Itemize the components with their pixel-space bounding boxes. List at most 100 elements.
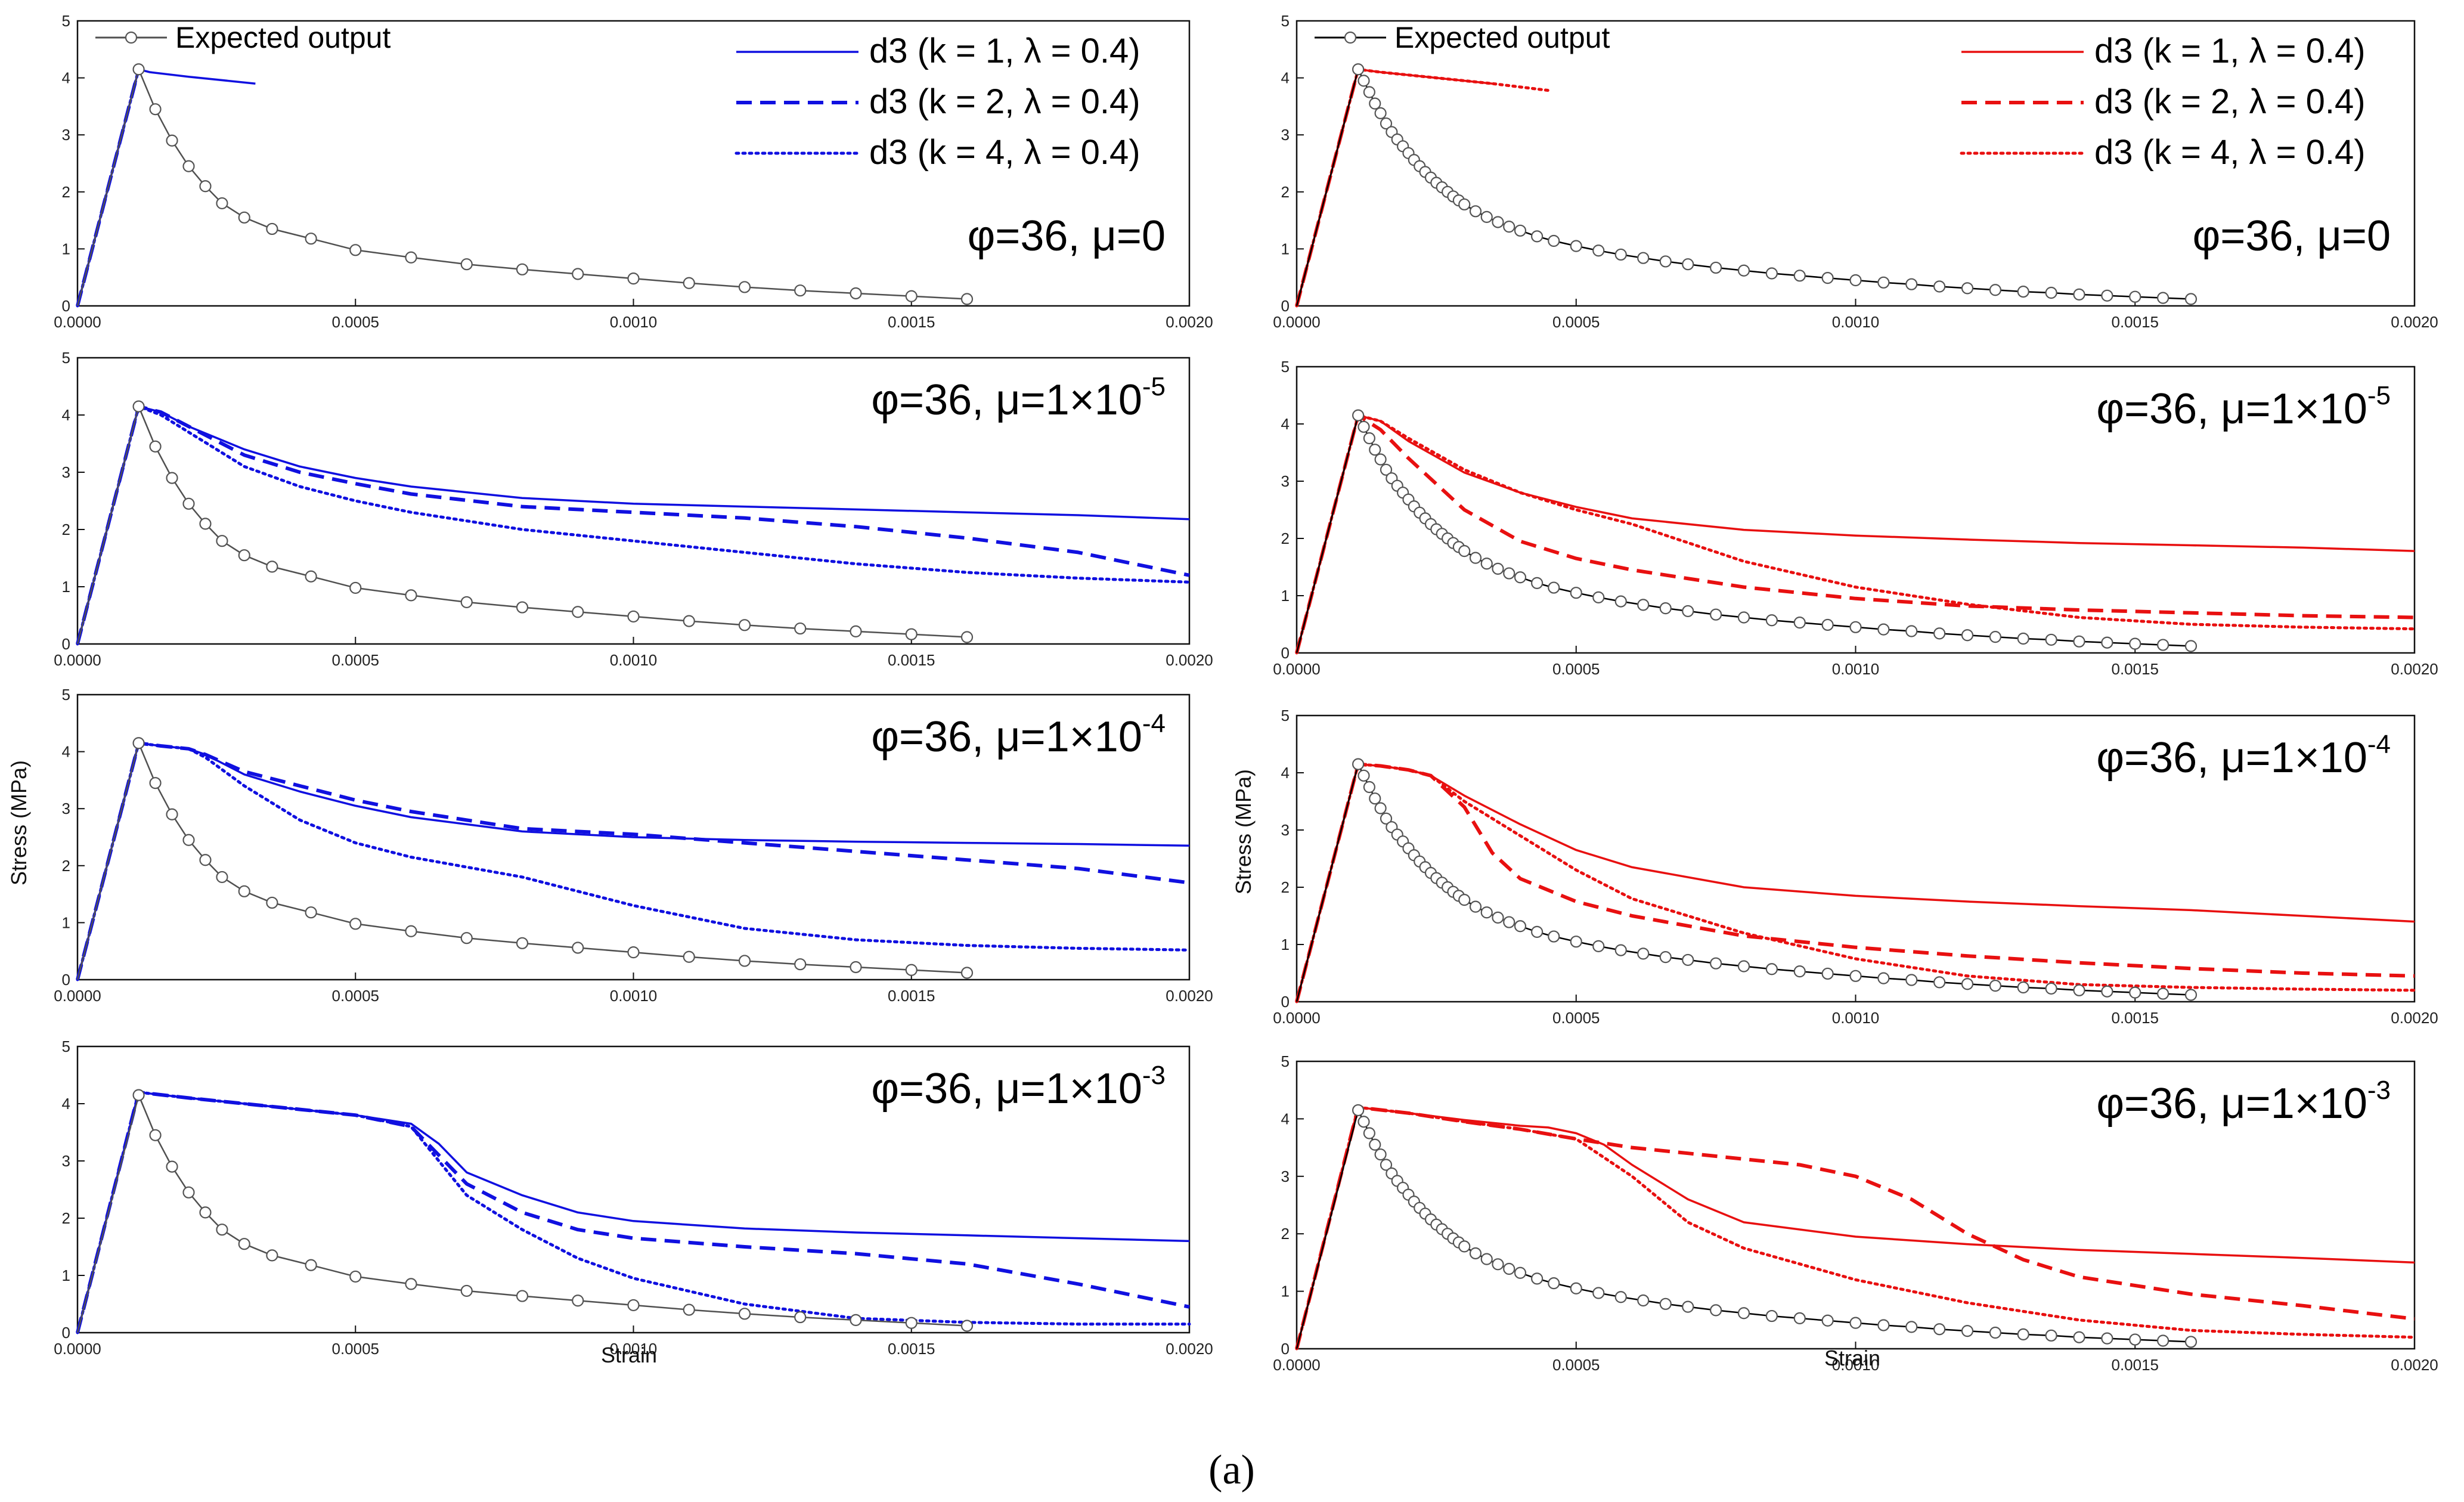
expected-output-marker <box>349 1270 362 1283</box>
x-tick-label: 0.0015 <box>2111 1356 2159 1374</box>
expected-output-marker <box>2129 1333 2141 1346</box>
expected-output-marker <box>2045 286 2057 299</box>
y-tick-label: 2 <box>62 521 70 538</box>
expected-output-marker <box>149 777 162 789</box>
expected-output-marker <box>1352 409 1365 422</box>
expected-output-marker <box>1710 957 1722 970</box>
y-tick-label: 2 <box>1281 183 1290 201</box>
y-tick-label: 5 <box>62 12 70 30</box>
expected-output-marker <box>166 472 178 484</box>
series-line-k4 <box>76 405 1191 646</box>
expected-output-marker <box>405 925 417 937</box>
expected-output-marker <box>1374 107 1387 119</box>
expected-output-marker <box>1548 234 1560 247</box>
expected-output-marker <box>1531 925 1544 938</box>
expected-output-marker <box>1531 230 1544 243</box>
expected-output-marker <box>132 63 145 76</box>
expected-output-marker <box>1961 1325 1974 1337</box>
expected-output-marker <box>1363 432 1375 445</box>
expected-output-marker <box>1989 631 2001 643</box>
y-tick-label: 1 <box>1281 936 1290 953</box>
series-line-k2 <box>76 741 1190 980</box>
expected-output-marker <box>405 1278 417 1290</box>
expected-output-marker <box>349 918 362 930</box>
y-tick-label: 3 <box>1281 1167 1290 1185</box>
series-line-k4 <box>76 741 1191 981</box>
x-tick-label: 0.0015 <box>888 313 935 331</box>
y-tick-label: 1 <box>62 1266 70 1284</box>
expected-output-marker <box>1637 1294 1650 1307</box>
expected-output-marker <box>850 1314 862 1326</box>
expected-output-marker <box>1480 210 1493 223</box>
expected-output-marker <box>182 160 195 172</box>
y-tick-label: 3 <box>62 800 70 817</box>
y-tick-label: 2 <box>62 857 70 875</box>
expected-output-marker <box>2157 1334 2169 1347</box>
y-tick-label: 5 <box>1281 1052 1290 1070</box>
expected-output-marker <box>238 1238 250 1250</box>
expected-output-marker <box>738 1308 751 1320</box>
expected-output-marker <box>572 606 584 618</box>
expected-output-marker <box>1363 86 1375 98</box>
expected-output-marker <box>905 964 918 976</box>
expected-output-marker <box>238 549 250 562</box>
expected-output-marker <box>627 946 640 959</box>
expected-output-marker <box>1514 1266 1527 1279</box>
expected-output-marker <box>1492 562 1504 575</box>
expected-output-marker <box>1877 1319 1890 1331</box>
expected-output-marker <box>1933 280 1946 293</box>
expected-output-marker <box>516 263 529 275</box>
expected-output-marker <box>1821 272 1834 284</box>
expected-output-marker <box>1592 244 1605 257</box>
expected-output-marker <box>1737 611 1750 624</box>
x-tick-label: 0.0000 <box>54 313 101 331</box>
expected-output-marker <box>305 1259 317 1271</box>
y-tick-label: 4 <box>1281 415 1290 433</box>
expected-output-marker <box>149 1129 162 1141</box>
expected-output-marker <box>1737 1307 1750 1320</box>
expected-output-marker <box>1682 605 1694 618</box>
expected-output-line <box>76 741 968 980</box>
expected-output-marker <box>572 1294 584 1307</box>
expected-output-marker <box>166 1160 178 1173</box>
expected-output-marker <box>2017 981 2029 994</box>
x-tick-label: 0.0010 <box>1832 1356 1880 1374</box>
expected-output-marker <box>1614 1291 1627 1303</box>
legend-label-k1: d3 (k = 1, λ = 0.4) <box>869 32 1140 70</box>
expected-output-marker <box>627 272 640 285</box>
x-tick-label: 0.0015 <box>2111 660 2159 678</box>
legend-expected-label: Expected output <box>175 21 390 54</box>
expected-output-marker <box>216 1224 228 1236</box>
expected-output-marker <box>1469 205 1482 218</box>
expected-output-marker <box>1614 595 1627 608</box>
panel-annotation: φ=36, μ=0 <box>2193 212 2391 260</box>
expected-output-marker <box>1369 444 1381 456</box>
expected-output-marker <box>1503 1262 1515 1275</box>
y-tick-label: 4 <box>62 69 70 87</box>
series-line-k1 <box>1295 1106 2415 1349</box>
y-tick-label: 5 <box>62 349 70 367</box>
expected-output-marker <box>2073 984 2085 996</box>
y-tick-label: 0 <box>62 1324 70 1342</box>
expected-output-marker <box>1821 618 1834 631</box>
expected-output-marker <box>132 1089 145 1101</box>
expected-output-marker <box>2045 1329 2057 1342</box>
expected-output-marker <box>1458 198 1471 210</box>
expected-output-marker <box>905 628 918 640</box>
expected-output-marker <box>794 958 807 971</box>
expected-output-marker <box>1933 1323 1946 1336</box>
x-tick-label: 0.0010 <box>610 1340 658 1358</box>
panel-annotation: φ=36, μ=1×10-4 <box>871 709 1166 761</box>
expected-output-marker <box>1614 944 1627 956</box>
expected-output-marker <box>1710 261 1722 274</box>
expected-output-marker <box>1363 1127 1375 1139</box>
expected-output-marker <box>1570 240 1582 252</box>
x-tick-label: 0.0005 <box>1552 660 1600 678</box>
expected-output-marker <box>2017 1328 2029 1340</box>
panel-right-2: 0 1 2 3 4 5 0.0000 0.0005 0.0010 0.0015 0.0020 φ=36… <box>1273 358 2438 678</box>
expected-output-marker <box>1570 1282 1582 1294</box>
expected-output-marker <box>216 871 228 884</box>
expected-output-marker <box>2157 292 2169 304</box>
expected-output-marker <box>2184 640 2198 652</box>
expected-output-marker <box>2017 632 2029 645</box>
